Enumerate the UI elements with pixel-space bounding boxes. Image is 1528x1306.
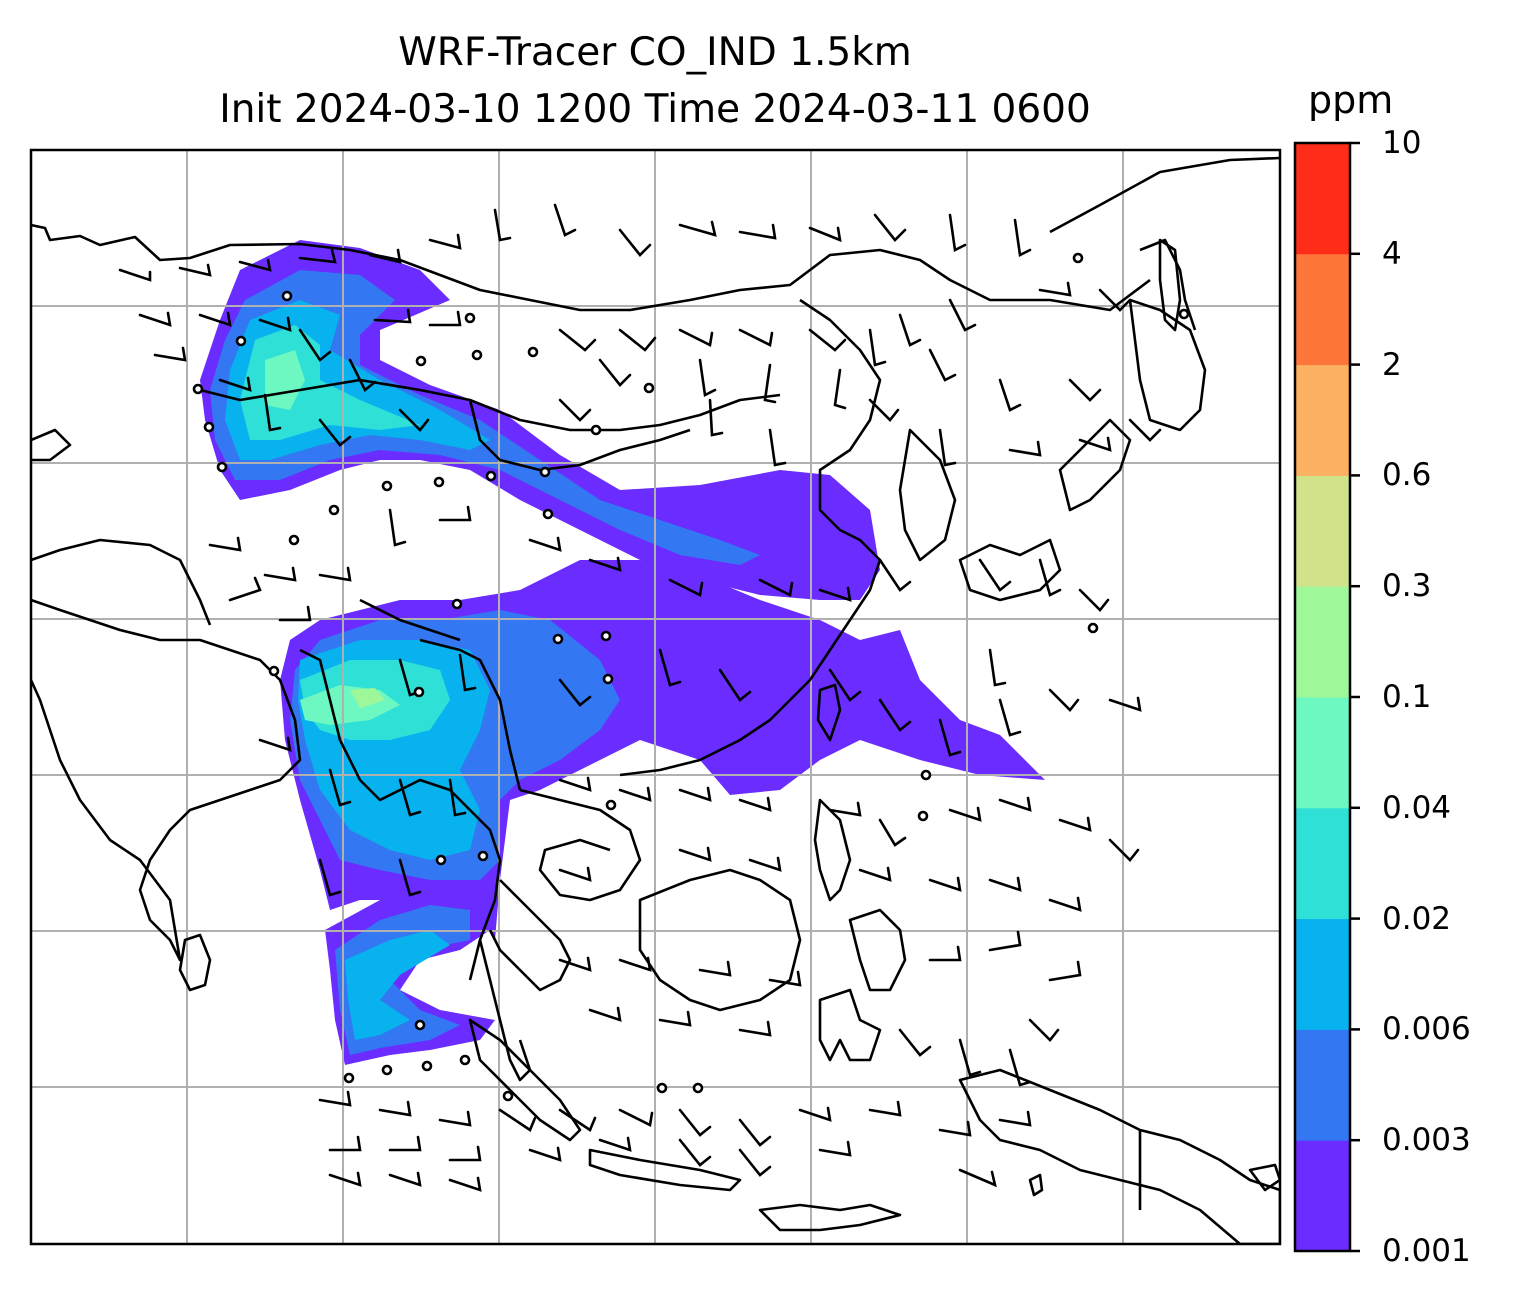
colorbar-tick-label: 0.04 [1382,789,1452,826]
colorbar-tick-label: 0.6 [1382,457,1432,494]
colorbar-segment [1295,1029,1350,1141]
colorbar-segment [1295,807,1350,920]
colorbar-tick-label: 0.003 [1382,1122,1471,1159]
colorbar-tick-label: 0.3 [1382,568,1432,605]
colorbar-segment [1295,697,1350,809]
colorbar-tick-label: 0.02 [1382,900,1452,937]
calm-wind-markers [192,252,1190,1102]
colorbar-tick-label: 0.001 [1382,1233,1471,1269]
plume-south-cyan [345,930,450,1040]
colorbar-segment [1295,143,1350,255]
colorbar-unit-label: ppm [1308,78,1394,122]
colorbar-tick-label: 2 [1382,346,1402,383]
colorbar-segment [1295,586,1350,698]
colorbar-segment [1295,364,1350,476]
plume-north-blue [210,270,760,565]
map-border [29,148,1282,1246]
colorbar-tick-label: 0.006 [1382,1011,1471,1048]
plume-north [200,240,880,600]
colorbar-segment [1295,253,1350,366]
colorbar-tick-label: 10 [1382,125,1422,161]
colorbar [1293,141,1360,1253]
gridlines [31,150,1280,1244]
colorbar-tick-label: 0.1 [1382,679,1432,715]
colorbar-tick-label: 4 [1382,235,1402,272]
map-title-line1: WRF-Tracer CO_IND 1.5km [398,30,912,75]
colorbar-segment [1295,918,1350,1030]
plume-central-green [350,688,385,708]
colorbar-segment [1295,475,1350,587]
map-title-line2: Init 2024-03-10 1200 Time 2024-03-11 060… [219,87,1091,132]
colorbar-segment [1295,1140,1350,1252]
